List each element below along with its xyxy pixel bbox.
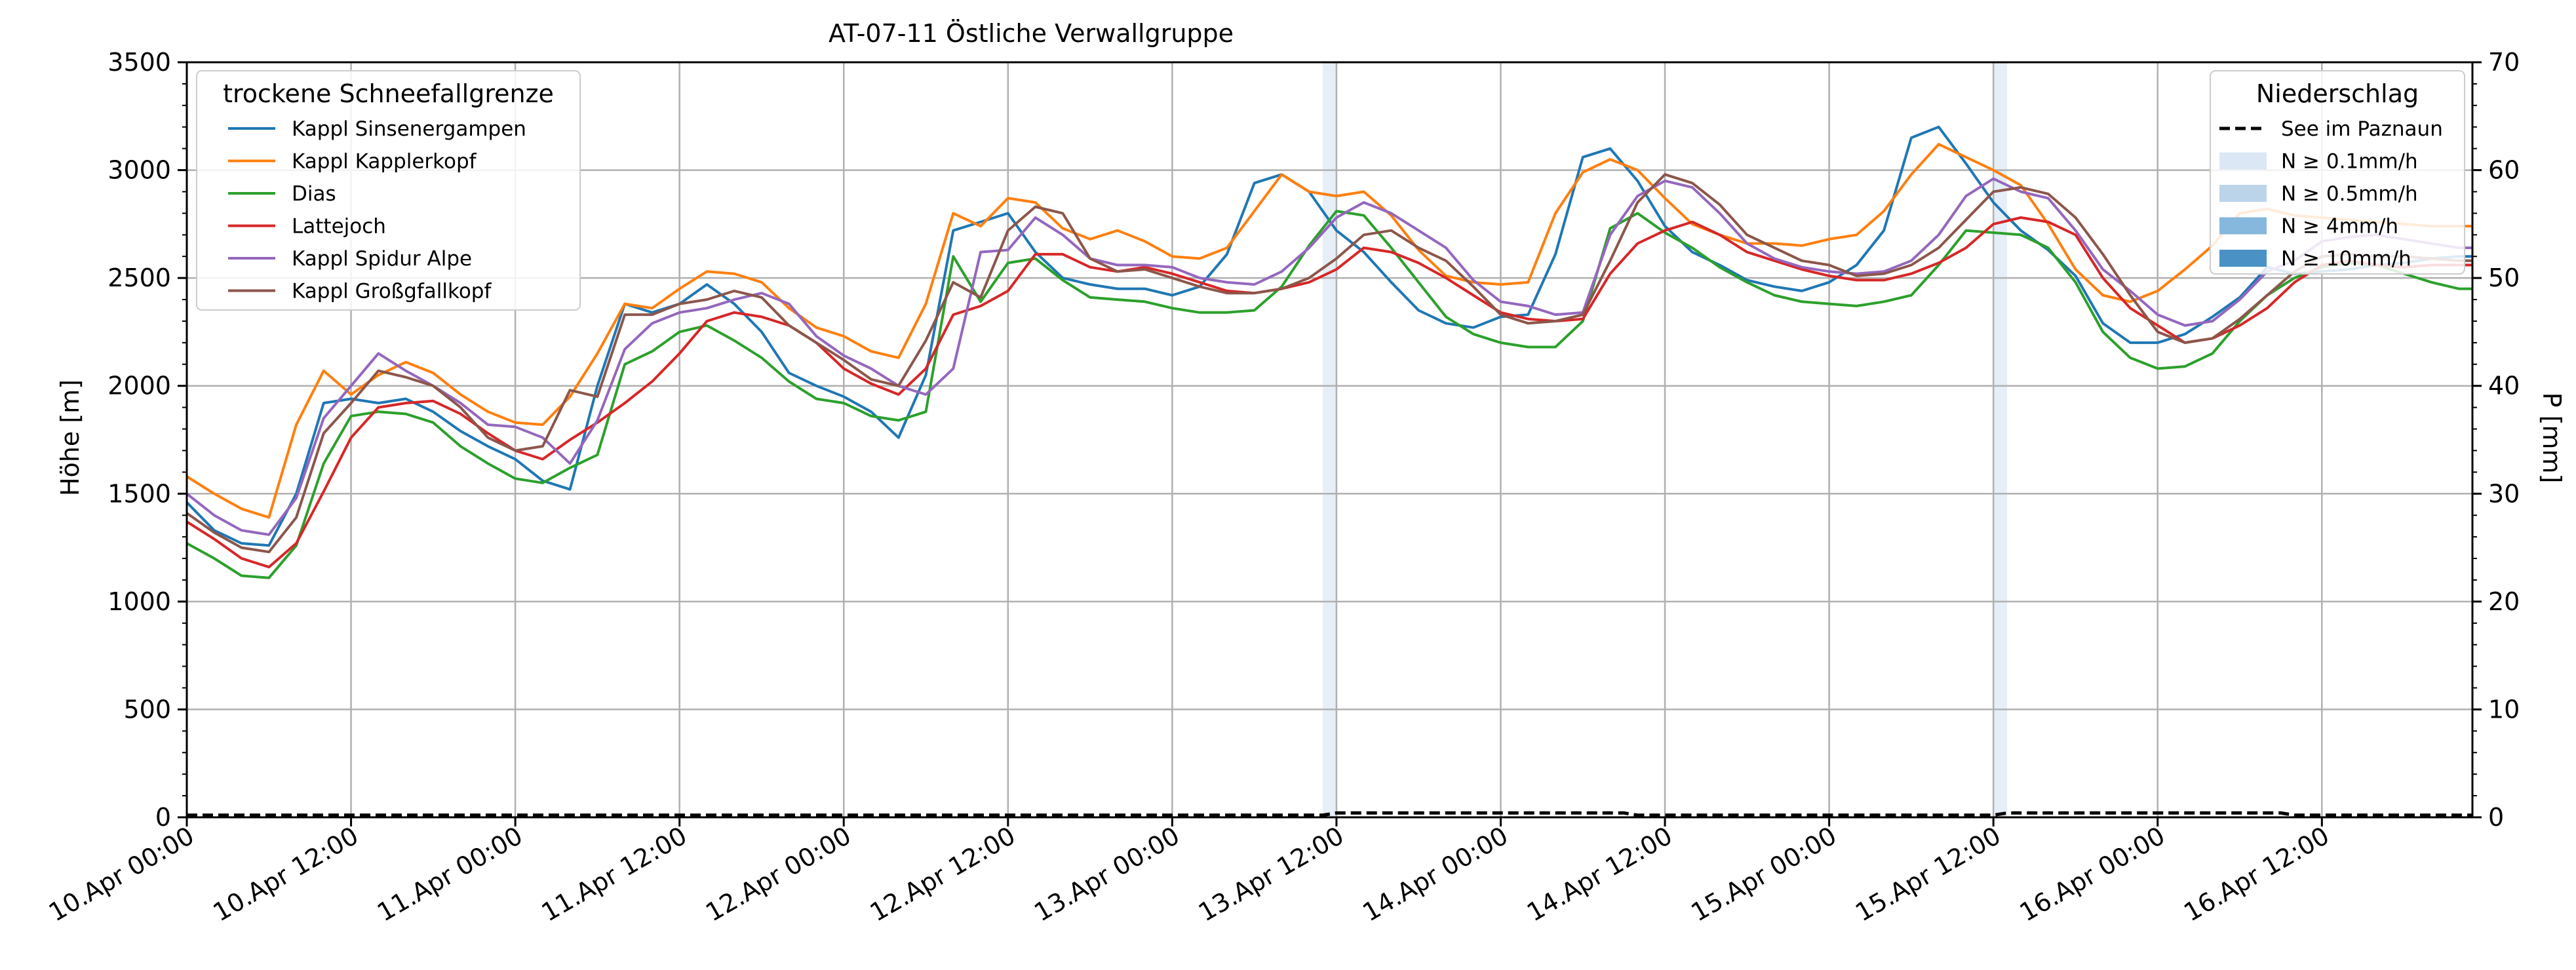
y2-axis-label: P [mm] (2537, 393, 2566, 484)
legend-left-label-5: Kappl Spidur Alpe (292, 247, 472, 271)
chart-title: AT-07-11 Östliche Verwallgruppe (829, 19, 1234, 48)
series-lines (185, 125, 2472, 579)
grid (185, 61, 2472, 819)
legend-right-swatch-3 (2219, 185, 2267, 202)
y-tick-label-7: 3000 (107, 156, 171, 185)
legend-left: trockene Schneefallgrenze Kappl Sinsenerg… (196, 70, 581, 311)
legend-right-box (2210, 70, 2465, 275)
y2-tick-label-1: 0 (2488, 803, 2504, 832)
legend-left-title: trockene Schneefallgrenze (223, 79, 554, 108)
y2-tick-label-2: 10 (2488, 695, 2520, 724)
y-axis-label: Höhe [m] (56, 379, 85, 496)
y-tick-label-2: 500 (123, 695, 171, 724)
legend-right-label-1: See im Paznaun (2281, 117, 2443, 141)
precip-line (187, 811, 2472, 817)
y2-tick-label-3: 20 (2488, 587, 2520, 616)
legend-right-label-5: N ≥ 10mm/h (2281, 247, 2411, 271)
series-line-3 (186, 210, 2472, 579)
legend-right: Niederschlag See im Paznaun N ≥ 0.1mm/h N ≥… (2210, 70, 2465, 275)
legend-right-label-2: N ≥ 0.1mm/h (2281, 150, 2418, 174)
precip-bands (1323, 62, 2008, 817)
legend-right-label-3: N ≥ 0.5mm/h (2281, 182, 2418, 206)
legend-left-label-2: Kappl Kapplerkopf (292, 150, 477, 174)
y-tick-label-5: 2000 (107, 372, 171, 400)
y2-tick-label-5: 40 (2488, 372, 2520, 400)
legend-left-label-4: Lattejoch (292, 215, 386, 239)
y-tick-label-4: 1500 (107, 479, 171, 508)
legend-right-swatch-5 (2219, 250, 2267, 267)
series-line-4 (185, 216, 2472, 569)
legend-right-swatch-4 (2219, 217, 2267, 235)
precip-band-1 (1323, 62, 1337, 817)
y-tick-label-6: 2500 (107, 263, 171, 292)
legend-left-box (196, 70, 581, 311)
precip-band-2 (1993, 62, 2008, 817)
y-tick-label-1: 0 (155, 803, 171, 832)
legend-right-swatch-2 (2219, 152, 2267, 170)
precip-line-paznaun (187, 811, 2472, 817)
legend-left-label-6: Kappl Großgfallkopf (292, 280, 492, 303)
series-line-5 (185, 177, 2472, 536)
y-tick-label-3: 1000 (107, 587, 171, 616)
legend-right-title: Niederschlag (2256, 79, 2419, 108)
legend-left-label-3: Dias (292, 182, 336, 206)
y2-tick-label-8: 70 (2488, 48, 2520, 77)
legend-right-label-4: N ≥ 4mm/h (2281, 215, 2398, 239)
y-tick-label-8: 3500 (107, 48, 171, 77)
series-line-1 (185, 125, 2472, 547)
y2-tick-label-4: 30 (2488, 479, 2520, 508)
series-line-2 (185, 143, 2472, 519)
y2-tick-label-7: 60 (2488, 156, 2520, 185)
plot-frame (185, 61, 2474, 819)
legend-left-label-1: Kappl Sinsenergampen (292, 117, 526, 141)
y2-tick-label-6: 50 (2488, 263, 2520, 292)
series-line-6 (185, 173, 2472, 554)
